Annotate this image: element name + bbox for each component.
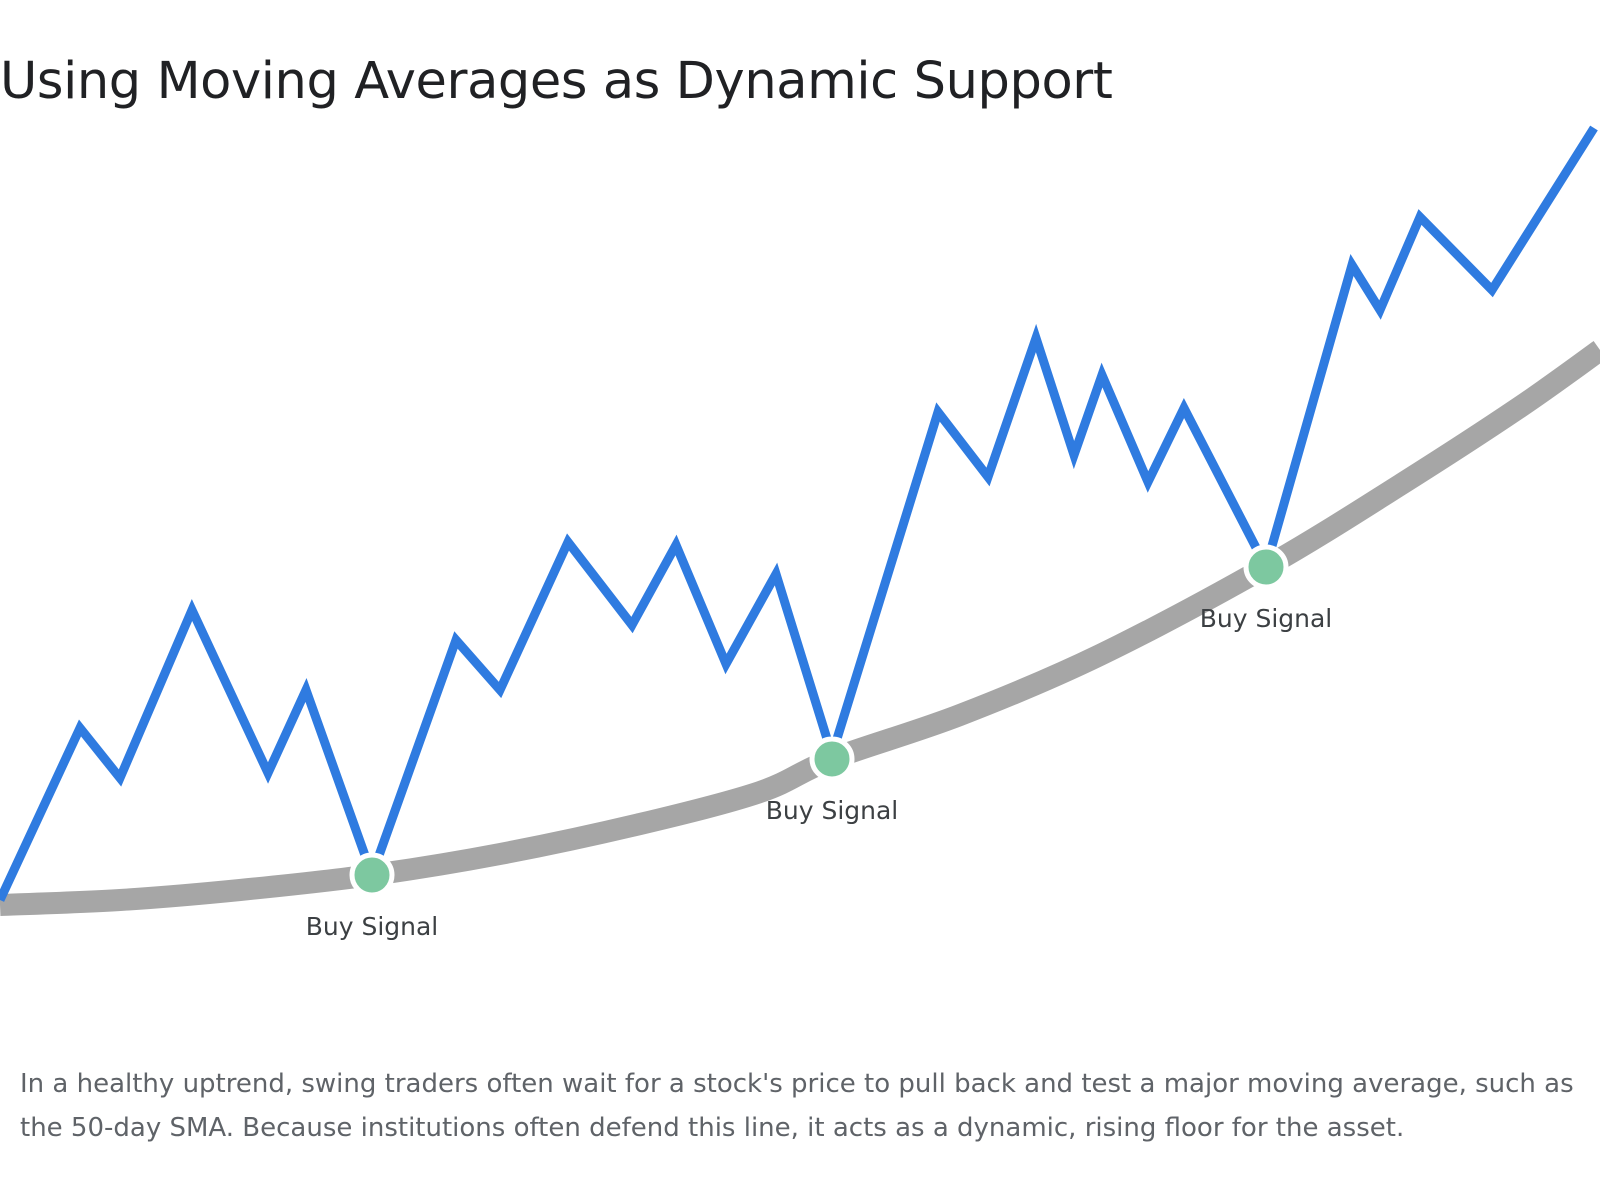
- price-line: [0, 125, 1598, 902]
- buy-signal-marker: [809, 736, 855, 782]
- price-layer: [0, 125, 1598, 902]
- buy-signal-label: Buy Signal: [306, 912, 439, 941]
- buy-signal-label: Buy Signal: [1200, 604, 1333, 633]
- chart-caption: In a healthy uptrend, swing traders ofte…: [20, 1069, 1574, 1143]
- moving-average-layer: [0, 341, 1600, 916]
- page-title: Using Moving Averages as Dynamic Support: [0, 52, 1113, 111]
- buy-signal-layer: Buy Signal Buy Signal Buy Signal: [306, 544, 1333, 941]
- buy-signal-marker: [349, 852, 395, 898]
- chart: Buy Signal Buy Signal Buy Signal: [0, 125, 1600, 941]
- moving-average-line: [0, 341, 1600, 916]
- buy-signal-label: Buy Signal: [766, 796, 899, 825]
- buy-signal-marker: [1243, 544, 1289, 590]
